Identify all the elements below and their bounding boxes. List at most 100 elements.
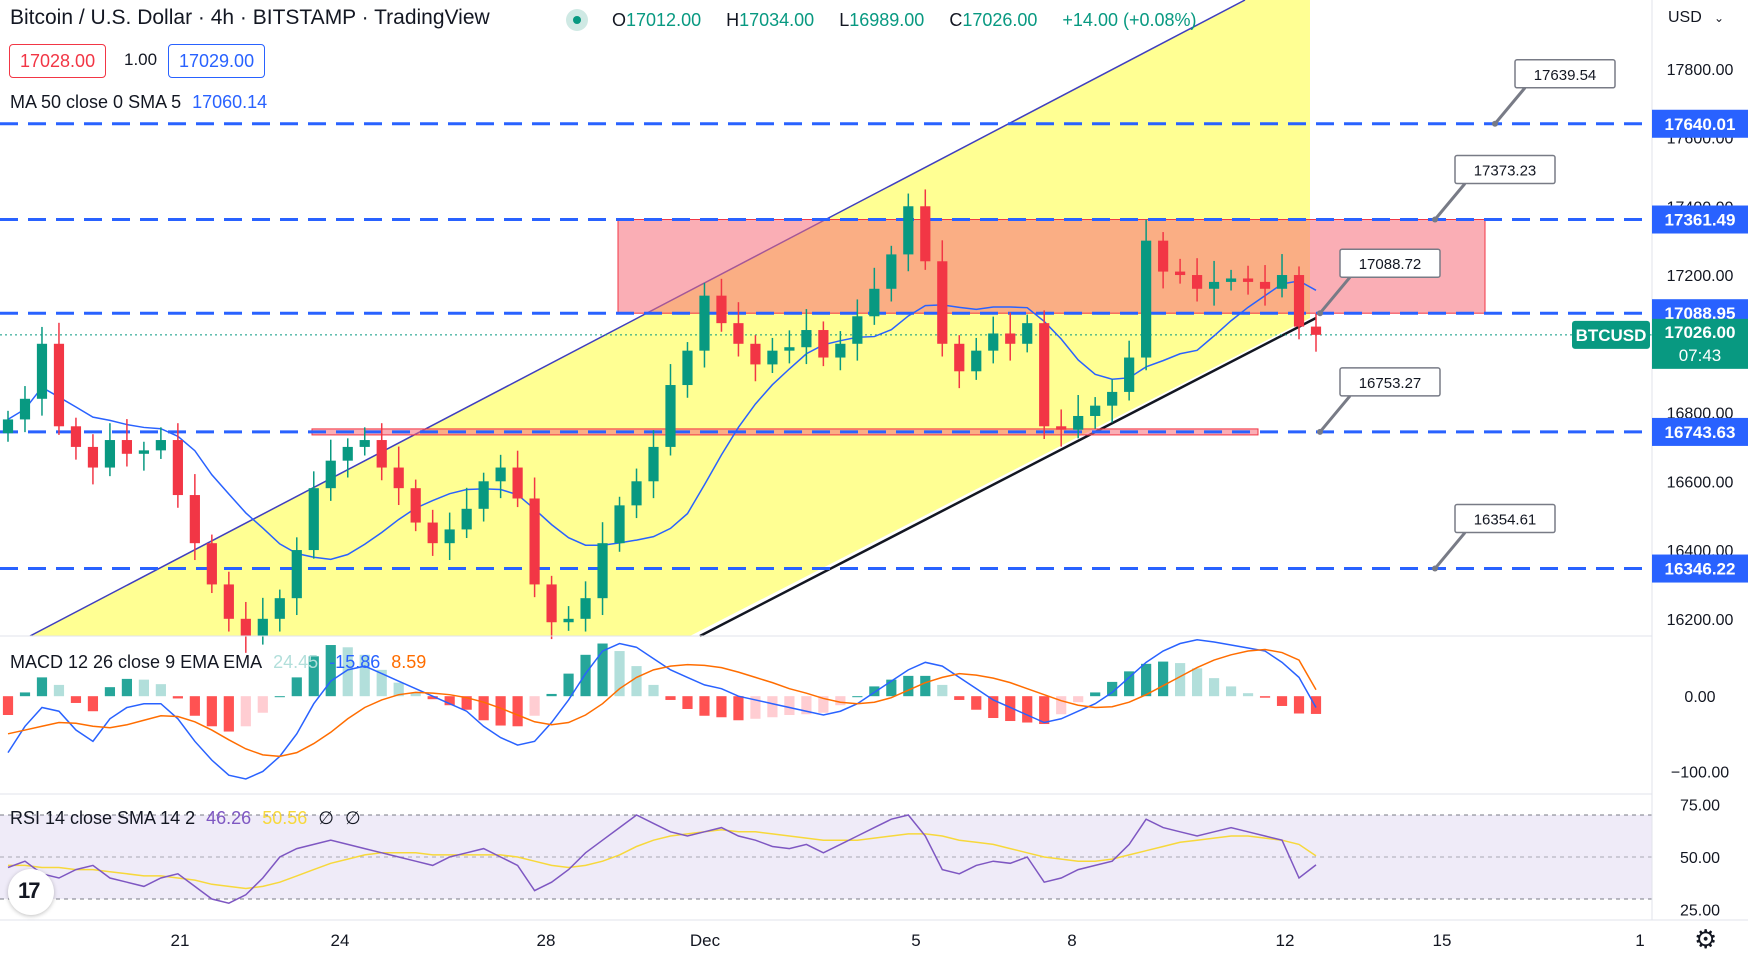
candle[interactable] [53,322,65,435]
candle[interactable] [325,439,336,501]
candle[interactable] [886,245,897,302]
callout-box[interactable] [1514,59,1616,89]
callout-box[interactable] [1339,367,1441,397]
candle[interactable] [546,575,557,640]
candle[interactable] [597,522,608,616]
candle[interactable] [2,410,14,442]
candle[interactable] [1225,269,1237,291]
candle[interactable] [359,427,370,456]
candle[interactable] [512,450,523,508]
ma-legend[interactable]: MA 50 close 0 SMA 5 17060.14 [10,92,273,113]
gear-icon[interactable]: ⚙ [1694,924,1718,954]
price-axis[interactable]: USD ⌄ 17800.0017600.0017400.0017200.0016… [1572,0,1748,955]
candle[interactable] [767,337,778,374]
candle[interactable] [750,335,761,382]
candle[interactable] [1259,265,1271,306]
candle[interactable] [903,193,914,272]
level-axis-tag[interactable] [1652,554,1748,583]
candle[interactable] [614,496,625,552]
rsi-pane[interactable] [0,814,1652,904]
candle[interactable] [1242,265,1254,295]
candle[interactable] [19,386,31,433]
candle[interactable] [954,335,965,389]
candle[interactable] [1090,397,1101,429]
candle[interactable] [1191,258,1203,302]
sell-button[interactable]: 17028.00 [9,44,107,78]
candle[interactable] [1310,313,1322,352]
candle[interactable] [937,240,948,357]
candle[interactable] [971,337,982,380]
candle[interactable] [716,278,727,332]
candle[interactable] [869,267,880,325]
candle[interactable] [308,471,319,559]
candle[interactable] [155,427,166,459]
candle[interactable] [631,468,642,519]
candle[interactable] [70,417,82,460]
ascending-channel[interactable] [30,0,1310,636]
rsi-legend[interactable]: RSI 14 close SMA 14 2 46.26 50.56 ∅ ∅ [10,808,367,829]
candle[interactable] [1175,258,1186,284]
candle[interactable] [495,454,506,499]
candle[interactable] [240,601,251,653]
quantity-value[interactable]: 1.00 [124,50,158,69]
callout-box[interactable] [1454,503,1556,534]
market-status-icon[interactable] [566,9,588,31]
channel-upper-line[interactable] [29,0,1246,637]
candle[interactable] [1208,260,1220,306]
candle[interactable] [444,512,455,561]
candle[interactable] [461,487,472,539]
candle[interactable] [206,534,217,594]
candle[interactable] [1293,266,1305,340]
candle[interactable] [682,342,693,398]
candle[interactable] [699,282,710,368]
candle[interactable] [563,606,574,631]
candle[interactable] [121,419,133,467]
candle[interactable] [223,571,234,632]
candle[interactable] [291,537,302,616]
current-price-tag[interactable]: 17026.00 07:43 [1652,318,1748,369]
candle[interactable] [104,423,116,477]
candle[interactable] [257,597,268,645]
candle[interactable] [376,423,387,481]
currency-label[interactable]: USD [1668,9,1702,26]
candle[interactable] [342,438,353,478]
candle[interactable] [1073,395,1084,439]
candle[interactable] [920,189,931,270]
chart-title[interactable]: Bitcoin / U.S. Dollar · 4h · BITSTAMP · … [10,6,490,29]
channel-lower-line[interactable] [699,316,1317,638]
candle[interactable] [1158,232,1169,289]
callout-box[interactable] [1454,154,1556,185]
level-axis-tag[interactable] [1652,205,1748,234]
candle[interactable] [478,472,489,522]
callout-box[interactable] [1339,248,1441,278]
candle[interactable] [1124,340,1135,401]
macd-pane[interactable] [2,639,1322,780]
candle[interactable] [818,321,829,367]
candle[interactable] [1276,254,1288,298]
candle[interactable] [87,434,99,485]
candle[interactable] [189,474,200,561]
candle[interactable] [1056,409,1067,447]
candle[interactable] [1107,379,1118,423]
macd-legend[interactable]: MACD 12 26 close 9 EMA EMA 24.45 -15.86 … [10,652,432,673]
candle[interactable] [1005,312,1016,361]
candle[interactable] [1141,219,1152,371]
candle[interactable] [410,479,421,532]
symbol-tag[interactable]: BTCUSD [1572,320,1650,349]
candle[interactable] [138,441,149,471]
level-axis-tag[interactable] [1652,417,1748,446]
level-axis-tag[interactable] [1652,109,1748,138]
candle[interactable] [529,477,540,598]
candle[interactable] [36,326,48,416]
candle[interactable] [852,299,863,361]
buy-button[interactable]: 17029.00 [168,44,266,78]
chevron-down-icon[interactable]: ⌄ [1714,11,1724,25]
candle[interactable] [580,581,591,632]
candle[interactable] [733,302,744,357]
candle[interactable] [835,331,846,371]
candle[interactable] [665,364,676,456]
price-pane[interactable]: 17639.54 17373.23 17088.72 16753.27 16354.61 [0,0,1652,653]
candle[interactable] [427,509,438,556]
candle[interactable] [1022,314,1033,353]
candle[interactable] [988,316,999,364]
